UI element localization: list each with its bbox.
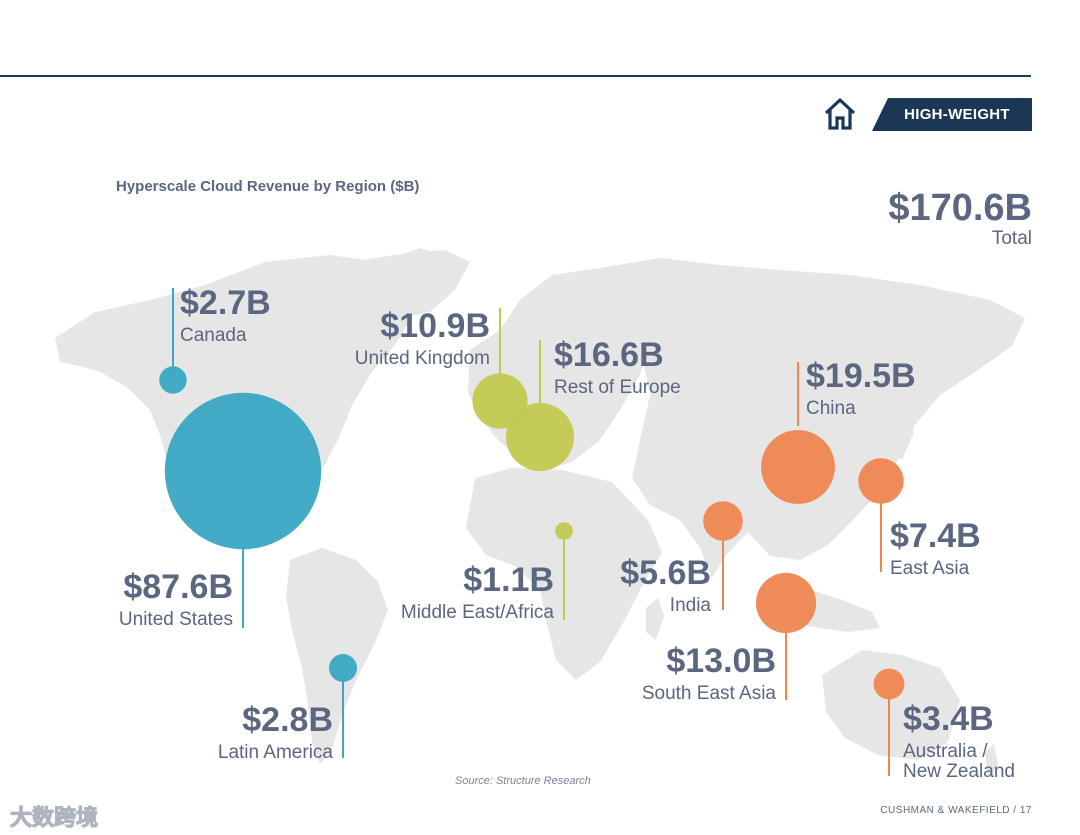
region-label-china: China (806, 398, 856, 419)
region-label-united-states: United States (119, 609, 233, 630)
top-divider (0, 75, 1031, 77)
value-label-india: $5.6B (620, 554, 711, 592)
value-label-rest-of-europe: $16.6B (554, 336, 664, 374)
bubble-south-east-asia (755, 572, 817, 634)
value-label-latin-america: $2.8B (242, 701, 333, 739)
region-label-middle-east-africa: Middle East/Africa (401, 602, 555, 623)
land-madagascar (646, 598, 664, 640)
land-new-zealand (985, 744, 998, 778)
high-weight-badge: HIGH-WEIGHT (872, 98, 1032, 131)
value-label-south-east-asia: $13.0B (666, 642, 776, 680)
bubble-latin-america (329, 654, 357, 682)
bubble-united-kingdom (472, 373, 528, 429)
land-japan (890, 408, 914, 460)
chart-title: Hyperscale Cloud Revenue by Region ($B) (116, 178, 420, 195)
value-label-east-asia: $7.4B (890, 517, 981, 555)
bubble-canada (159, 366, 187, 394)
land-australia (822, 650, 960, 760)
region-label-rest-of-europe: Rest of Europe (554, 377, 681, 398)
region-label-australia-new-zealand-1: Australia / (903, 741, 988, 762)
value-label-middle-east-africa: $1.1B (463, 561, 554, 599)
region-label-india: India (670, 595, 712, 616)
bubble-east-asia (858, 458, 904, 504)
value-label-united-states: $87.6B (123, 568, 233, 606)
bubble-china (761, 430, 835, 504)
total-value: $170.6B (888, 187, 1032, 229)
region-label-united-kingdom: United Kingdom (355, 348, 490, 369)
region-label-east-asia: East Asia (890, 558, 970, 579)
land-asia (600, 258, 1025, 578)
bubble-united-states (164, 392, 322, 550)
total-block: $170.6B Total (888, 188, 1032, 250)
value-label-australia-new-zealand: $3.4B (903, 700, 994, 738)
value-label-china: $19.5B (806, 357, 916, 395)
region-label-south-east-asia: South East Asia (642, 683, 777, 704)
total-label: Total (991, 228, 1032, 249)
watermark-logo: 大数跨境 (9, 805, 99, 831)
region-label-latin-america: Latin America (218, 742, 334, 763)
region-label-australia-new-zealand-2: New Zealand (903, 761, 1015, 782)
bubble-india (703, 501, 743, 541)
region-bubbles: $2.7B Canada $87.6B United States $2.8B Latin… (119, 284, 1015, 782)
source-note: Source: Structure Research (455, 775, 591, 787)
bubble-australia-new-zealand (873, 668, 905, 700)
page-footer: CUSHMAN & WAKEFIELD / 17 (880, 805, 1032, 816)
bubble-middle-east-africa (555, 522, 573, 540)
value-label-canada: $2.7B (180, 284, 271, 322)
house-icon (824, 97, 856, 130)
land-greenland (350, 250, 470, 318)
value-label-united-kingdom: $10.9B (380, 307, 490, 345)
region-label-canada: Canada (180, 325, 247, 346)
bubble-rest-of-europe (506, 403, 574, 471)
